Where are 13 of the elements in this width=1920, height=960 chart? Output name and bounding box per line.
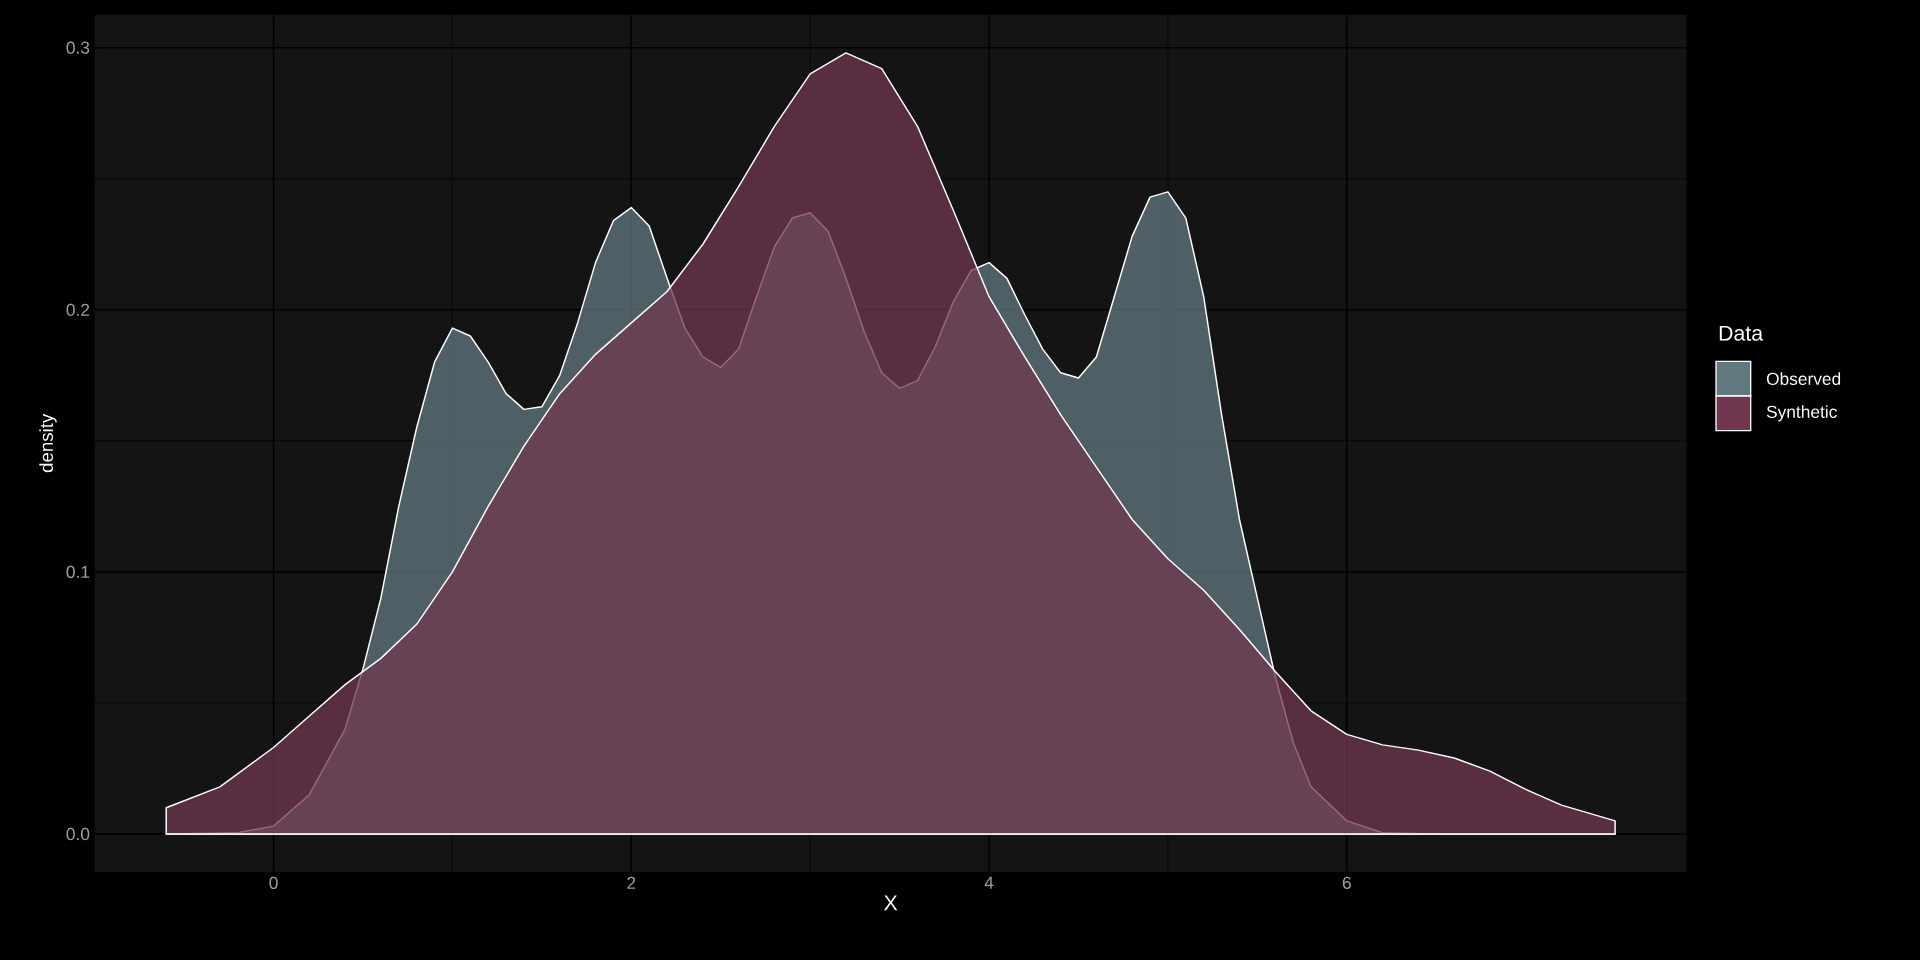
x-tick-label: 4 xyxy=(984,876,994,889)
y-tick-label: 0.0 xyxy=(66,827,90,841)
legend-label: Observed xyxy=(1766,372,1841,386)
legend-label: Synthetic xyxy=(1766,405,1837,422)
y-tick-label: 0.2 xyxy=(66,303,90,316)
x-tick-label: 0 xyxy=(269,876,278,889)
x-tick-label: 6 xyxy=(1342,876,1351,889)
legend-title: Data xyxy=(1719,325,1764,341)
y-tick-label: 0.3 xyxy=(66,41,90,54)
x-tick-label: 2 xyxy=(627,876,636,889)
y-tick-label: 0.1 xyxy=(66,565,90,579)
x-axis-title: X xyxy=(884,895,898,911)
y-axis-title: density xyxy=(39,413,57,473)
